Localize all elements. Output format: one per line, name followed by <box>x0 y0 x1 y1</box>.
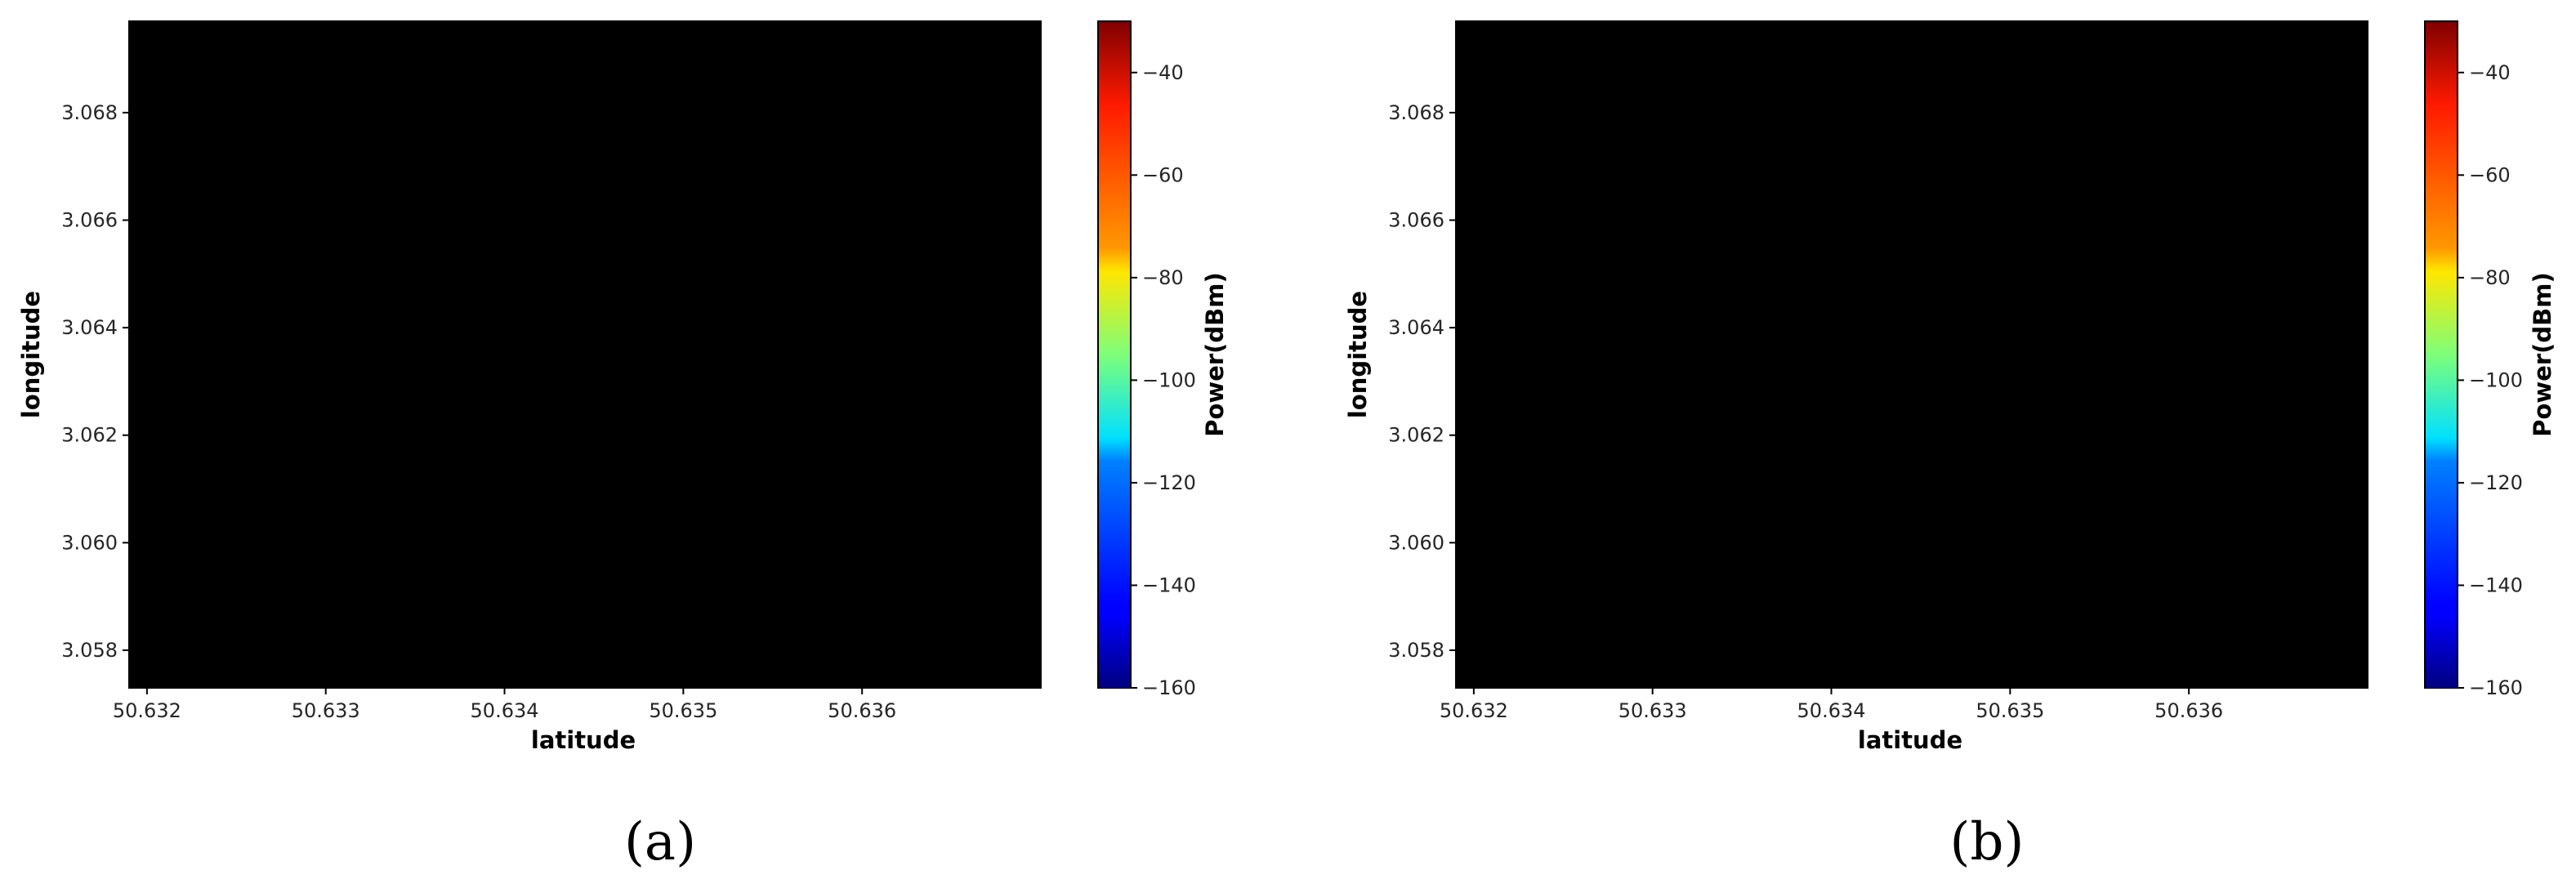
y-axis-label-b: longitude <box>1344 291 1372 418</box>
x-tick-label: 50.636 <box>828 699 896 722</box>
y-tick-label: 3.064 <box>1388 316 1444 339</box>
colorbar-label-a: Power(dBm) <box>1201 272 1229 437</box>
y-axis-ticks-a: 3.068 3.066 3.064 3.062 3.060 3.058 <box>61 101 129 662</box>
x-tick-label: 50.635 <box>649 699 717 722</box>
colorbar-tick-label: −140 <box>1142 573 1196 596</box>
colorbar-ticks-b: −40 −60 −80 −100 −120 −140 −160 <box>2458 61 2523 699</box>
colorbar-tick-label: −120 <box>1142 471 1196 494</box>
x-tick-label: 50.634 <box>1797 699 1866 722</box>
colorbar-ticks-a: −40 −60 −80 −100 −120 −140 −160 <box>1131 61 1196 699</box>
y-axis-ticks-b: 3.068 3.066 3.064 3.062 3.060 3.058 <box>1388 101 1456 662</box>
y-tick-label: 3.068 <box>61 101 118 124</box>
panel-b: 50.632 50.633 50.634 50.635 50.636 3.0683.06… <box>1344 20 2556 872</box>
y-tick-label: 3.060 <box>61 531 118 554</box>
x-axis-ticks-a: 50.632 50.633 50.634 50.635 50.636 <box>113 688 896 722</box>
colorbar-tick-label: −60 <box>2469 163 2511 186</box>
colorbar-tick-label: −80 <box>1142 266 1184 289</box>
y-tick-label: 3.062 <box>1388 424 1444 447</box>
y-tick-label: 3.058 <box>61 639 118 662</box>
y-tick-label: 3.062 <box>61 424 118 447</box>
y-tick-label: 3.066 <box>1388 208 1444 231</box>
x-tick-label: 50.635 <box>1976 699 2044 722</box>
y-tick-label: 3.068 <box>1388 101 1444 124</box>
colorbar-tick-label: −100 <box>2469 368 2523 391</box>
x-tick-label: 50.632 <box>1440 699 1508 722</box>
colorbar-tick-label: −60 <box>1142 163 1184 186</box>
colorbar-a <box>1097 20 1132 689</box>
x-tick-label: 50.632 <box>113 699 181 722</box>
plot-frame-b <box>1455 20 2368 689</box>
y-axis-label-a: longitude <box>17 291 45 418</box>
colorbar-tick-label: −140 <box>2469 573 2523 596</box>
colorbar-b <box>2424 20 2458 689</box>
colorbar-tick-label: −160 <box>1142 676 1196 699</box>
caption-a: (a) <box>624 812 696 872</box>
heatmap-image-a <box>129 21 1041 688</box>
panel-a: 50.632 50.633 50.634 50.635 50.636 3.0683.06… <box>17 20 1229 872</box>
colorbar-tick-label: −120 <box>2469 471 2523 494</box>
colorbar-tick-label: −100 <box>1142 368 1196 391</box>
y-tick-label: 3.060 <box>1388 531 1444 554</box>
caption-b: (b) <box>1950 812 2025 872</box>
colorbar-tick-label: −80 <box>2469 266 2511 289</box>
y-tick-label: 3.064 <box>61 316 118 339</box>
plot-frame-a <box>128 20 1042 689</box>
x-tick-label: 50.636 <box>2154 699 2223 722</box>
x-axis-ticks-b: 50.632 50.633 50.634 50.635 50.636 <box>1440 688 2223 722</box>
x-axis-label-b: latitude <box>1858 726 1962 754</box>
colorbar-tick-label: −160 <box>2469 676 2523 699</box>
y-tick-label: 3.058 <box>1388 639 1444 662</box>
colorbar-label-b: Power(dBm) <box>2529 272 2556 437</box>
x-axis-label-a: latitude <box>531 726 636 754</box>
x-tick-label: 50.633 <box>1618 699 1687 722</box>
y-tick-label: 3.066 <box>61 208 118 231</box>
x-tick-label: 50.634 <box>471 699 539 722</box>
colorbar-tick-label: −40 <box>2469 61 2511 84</box>
heatmap-image-b <box>1456 21 2368 688</box>
colorbar-tick-label: −40 <box>1142 61 1184 84</box>
x-tick-label: 50.633 <box>292 699 360 722</box>
